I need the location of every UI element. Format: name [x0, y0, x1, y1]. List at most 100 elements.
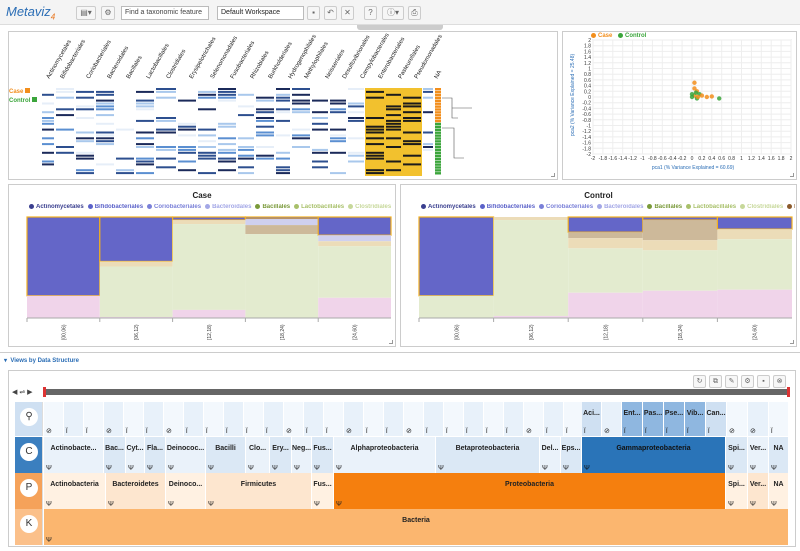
print-icon[interactable]: ⎙: [408, 6, 421, 20]
class-node[interactable]: Del... Ψ: [540, 437, 561, 473]
order-node[interactable]: ǐ: [64, 402, 84, 436]
trash-icon[interactable]: ✕: [341, 6, 354, 20]
legend-case[interactable]: Case: [591, 33, 612, 39]
legend-item[interactable]: Erysipelotrichales: [787, 204, 795, 210]
order-node[interactable]: ǐ: [384, 402, 404, 436]
search-input[interactable]: Find a taxonomic feature: [121, 6, 209, 20]
order-node[interactable]: ǐ: [204, 402, 224, 436]
class-node[interactable]: Bacilli Ψ: [206, 437, 246, 473]
case-stacked-chart[interactable]: [00,06) [06,12) [12,18) [18,24) [24,60): [9, 185, 397, 348]
legend-item[interactable]: Bacillales: [255, 204, 290, 210]
legend-item[interactable]: Coriobacteriales: [539, 204, 593, 210]
order-node[interactable]: ǐ: [124, 402, 144, 436]
class-node[interactable]: NA Ψ: [769, 437, 789, 473]
order-node[interactable]: ǐ: [324, 402, 344, 436]
resize-handle[interactable]: [790, 340, 794, 344]
legend-item[interactable]: Bifidobacteriales: [87, 204, 143, 210]
range-slider[interactable]: [44, 389, 789, 395]
heatmap-column-label[interactable]: NA: [433, 69, 444, 80]
legend-item[interactable]: Actinomycetales: [29, 204, 84, 210]
order-node[interactable]: ǐ: [84, 402, 104, 436]
range-handle-left[interactable]: [43, 387, 46, 397]
phylum-node[interactable]: Actinobacteria Ψ: [44, 473, 106, 509]
order-node[interactable]: ⊘: [44, 402, 64, 436]
heatmap-row-label-case[interactable]: Case: [9, 88, 31, 95]
panel-grip[interactable]: [357, 25, 443, 30]
resize-handle[interactable]: [389, 340, 393, 344]
order-node[interactable]: Pse... ǐ: [664, 402, 685, 436]
order-node[interactable]: ǐ: [444, 402, 464, 436]
phylum-node[interactable]: Firmicutes Ψ: [206, 473, 312, 509]
order-node[interactable]: ⊘: [284, 402, 304, 436]
pca-plot[interactable]: -2 -1.8 -1.6 -1.4 -1.2 -1 -0.8 -0.6 -0.4 -0.2 0 0.2…: [563, 32, 798, 181]
info-icon[interactable]: ⓘ▾: [382, 6, 404, 20]
class-node[interactable]: Gammaproteobacteria Ψ: [582, 437, 726, 473]
class-node[interactable]: Fus... Ψ: [312, 437, 334, 473]
phylum-node[interactable]: Deinoco... Ψ: [166, 473, 206, 509]
order-node[interactable]: ǐ: [144, 402, 164, 436]
order-node[interactable]: ǐ: [544, 402, 564, 436]
order-node[interactable]: ⊘: [344, 402, 364, 436]
heatmap-column-label[interactable]: Clostridiales: [165, 48, 188, 80]
nav-arrows[interactable]: ◀ ⇌ ▶: [12, 389, 33, 396]
workspace-input[interactable]: Default Workspace: [217, 6, 304, 20]
order-node[interactable]: ǐ: [364, 402, 384, 436]
legend-item[interactable]: Clostridiales: [348, 204, 391, 210]
legend-item[interactable]: Clostridiales: [740, 204, 783, 210]
order-node[interactable]: ⊘: [602, 402, 622, 436]
class-node[interactable]: Ver... Ψ: [748, 437, 769, 473]
class-node[interactable]: Clo... Ψ: [246, 437, 270, 473]
settings-icon[interactable]: ⚙: [741, 375, 754, 388]
phylum-node[interactable]: Proteobacteria Ψ: [334, 473, 726, 509]
order-node[interactable]: ǐ: [484, 402, 504, 436]
kingdom-level-header[interactable]: K: [15, 509, 43, 545]
order-node[interactable]: ǐ: [184, 402, 204, 436]
phylum-node[interactable]: Ver... Ψ: [748, 473, 769, 509]
order-node[interactable]: ⊘: [104, 402, 124, 436]
phylum-node[interactable]: Spi... Ψ: [726, 473, 748, 509]
views-section-header[interactable]: ▾ Views by Data Structure: [4, 358, 79, 364]
resize-handle[interactable]: [790, 173, 794, 177]
chart-menu-button[interactable]: ▤▾: [76, 6, 96, 20]
order-node[interactable]: ǐ: [564, 402, 584, 436]
class-node[interactable]: Cyt... Ψ: [126, 437, 145, 473]
heatmap-column-label[interactable]: Hydrogenophilales: [287, 33, 318, 80]
legend-item[interactable]: Lactobacillales: [686, 204, 736, 210]
order-node[interactable]: ǐ: [264, 402, 284, 436]
legend-item[interactable]: Bifidobacteriales: [479, 204, 535, 210]
legend-item[interactable]: Bacteroidales: [205, 204, 251, 210]
metaviz-logo[interactable]: Metaviz4: [6, 4, 56, 22]
legend-item[interactable]: Coriobacteriales: [147, 204, 201, 210]
class-level-header[interactable]: C: [15, 437, 43, 473]
edit-icon[interactable]: ✎: [725, 375, 738, 388]
order-node[interactable]: ǐ: [769, 402, 789, 436]
order-node[interactable]: ǐ: [504, 402, 524, 436]
class-node[interactable]: Spi... Ψ: [726, 437, 748, 473]
gear-icon[interactable]: ⚙: [101, 6, 115, 20]
order-node[interactable]: ⊘: [524, 402, 544, 436]
order-node[interactable]: Vib... ǐ: [685, 402, 706, 436]
order-node[interactable]: ⊘: [164, 402, 184, 436]
legend-item[interactable]: Lactobacillales: [294, 204, 344, 210]
class-node[interactable]: Alphaproteobacteria Ψ: [334, 437, 436, 473]
order-node[interactable]: Pas... ǐ: [643, 402, 664, 436]
order-node[interactable]: Ent... ǐ: [622, 402, 643, 436]
class-node[interactable]: Neg... Ψ: [292, 437, 312, 473]
legend-control[interactable]: Control: [618, 33, 646, 39]
class-node[interactable]: Betaproteobacteria Ψ: [436, 437, 540, 473]
save-icon[interactable]: ▪: [307, 6, 320, 20]
heatmap-row-label-control[interactable]: Control: [9, 97, 37, 104]
legend-item[interactable]: Bacteroidales: [597, 204, 643, 210]
control-stacked-chart[interactable]: [00,06) [06,12) [12,18) [18,24) [24,60): [401, 185, 798, 348]
order-node[interactable]: ⊘: [748, 402, 769, 436]
legend-item[interactable]: Actinomycetales: [421, 204, 476, 210]
heatmap-column-label[interactable]: Bacillales: [125, 55, 144, 80]
order-node[interactable]: ǐ: [224, 402, 244, 436]
class-node[interactable]: Fla... Ψ: [145, 437, 166, 473]
class-node[interactable]: Actinobacte... Ψ: [44, 437, 104, 473]
order-node[interactable]: ⊘: [727, 402, 748, 436]
heatmap-grid[interactable]: [41, 88, 553, 178]
resize-handle[interactable]: [551, 173, 555, 177]
save-chart-icon[interactable]: ▪: [757, 375, 770, 388]
phylum-node[interactable]: NA Ψ: [769, 473, 789, 509]
